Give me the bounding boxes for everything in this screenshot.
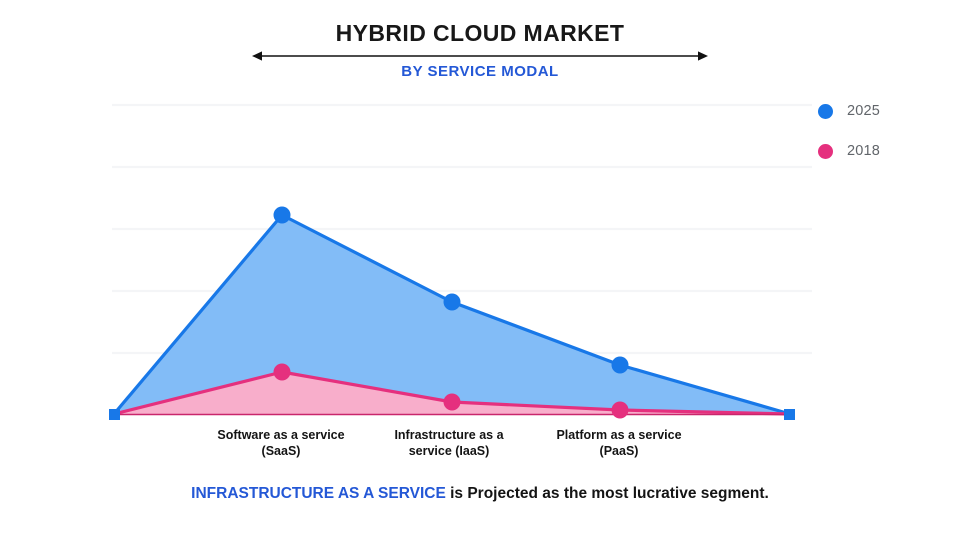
data-point-2018-iaas[interactable] xyxy=(443,393,461,411)
endpoint-marker-right xyxy=(784,409,795,420)
caption-highlight-text: INFRASTRUCTURE AS A SERVICE xyxy=(191,485,451,502)
legend-item-2018[interactable]: 2018 xyxy=(818,139,952,163)
chart-header: HYBRID CLOUD MARKET BY SERVICE MODAL xyxy=(0,0,960,92)
data-point-2018-saas[interactable] xyxy=(273,363,291,381)
chart-legend: 2025 2018 xyxy=(818,99,952,179)
x-axis-label-saas: Software as a service (SaaS) xyxy=(196,428,366,459)
endpoint-marker-left xyxy=(109,409,120,420)
double-arrow-divider-icon xyxy=(252,51,708,61)
legend-item-2025[interactable]: 2025 xyxy=(818,99,952,123)
legend-swatch-2025-icon xyxy=(818,103,833,119)
x-axis-label-iaas: Infrastructure as a service (IaaS) xyxy=(364,428,534,459)
x-axis-labels: Software as a service (SaaS) Infrastruct… xyxy=(0,428,960,474)
data-point-2025-iaas[interactable] xyxy=(443,293,461,311)
x-axis-label-iaas-line1: Infrastructure as a xyxy=(394,428,504,442)
page-title: HYBRID CLOUD MARKET xyxy=(335,20,625,46)
page-subtitle: BY SERVICE MODAL xyxy=(401,63,559,80)
x-axis-label-paas-line1: Platform as a service xyxy=(556,428,682,442)
caption-body-text: is Projected as the most lucrative segme… xyxy=(450,485,769,502)
x-axis-label-paas-line2: (PaaS) xyxy=(599,443,639,458)
data-point-2025-saas[interactable] xyxy=(273,206,291,224)
series-area-2018 xyxy=(114,372,790,414)
legend-label-2025: 2025 xyxy=(847,103,881,119)
legend-label-2018: 2018 xyxy=(847,143,881,159)
legend-swatch-2018-icon xyxy=(818,143,833,159)
chart-caption: INFRASTRUCTURE AS A SERVICE is Projected… xyxy=(0,485,960,503)
x-axis-label-paas: Platform as a service (PaaS) xyxy=(534,428,704,459)
x-axis-label-saas-line1: Software as a service xyxy=(217,428,345,442)
x-axis-label-iaas-line2: service (IaaS) xyxy=(408,443,490,458)
data-point-2025-paas[interactable] xyxy=(611,356,629,374)
data-point-2018-paas[interactable] xyxy=(611,401,629,419)
x-axis-label-saas-line2: (SaaS) xyxy=(261,443,301,458)
